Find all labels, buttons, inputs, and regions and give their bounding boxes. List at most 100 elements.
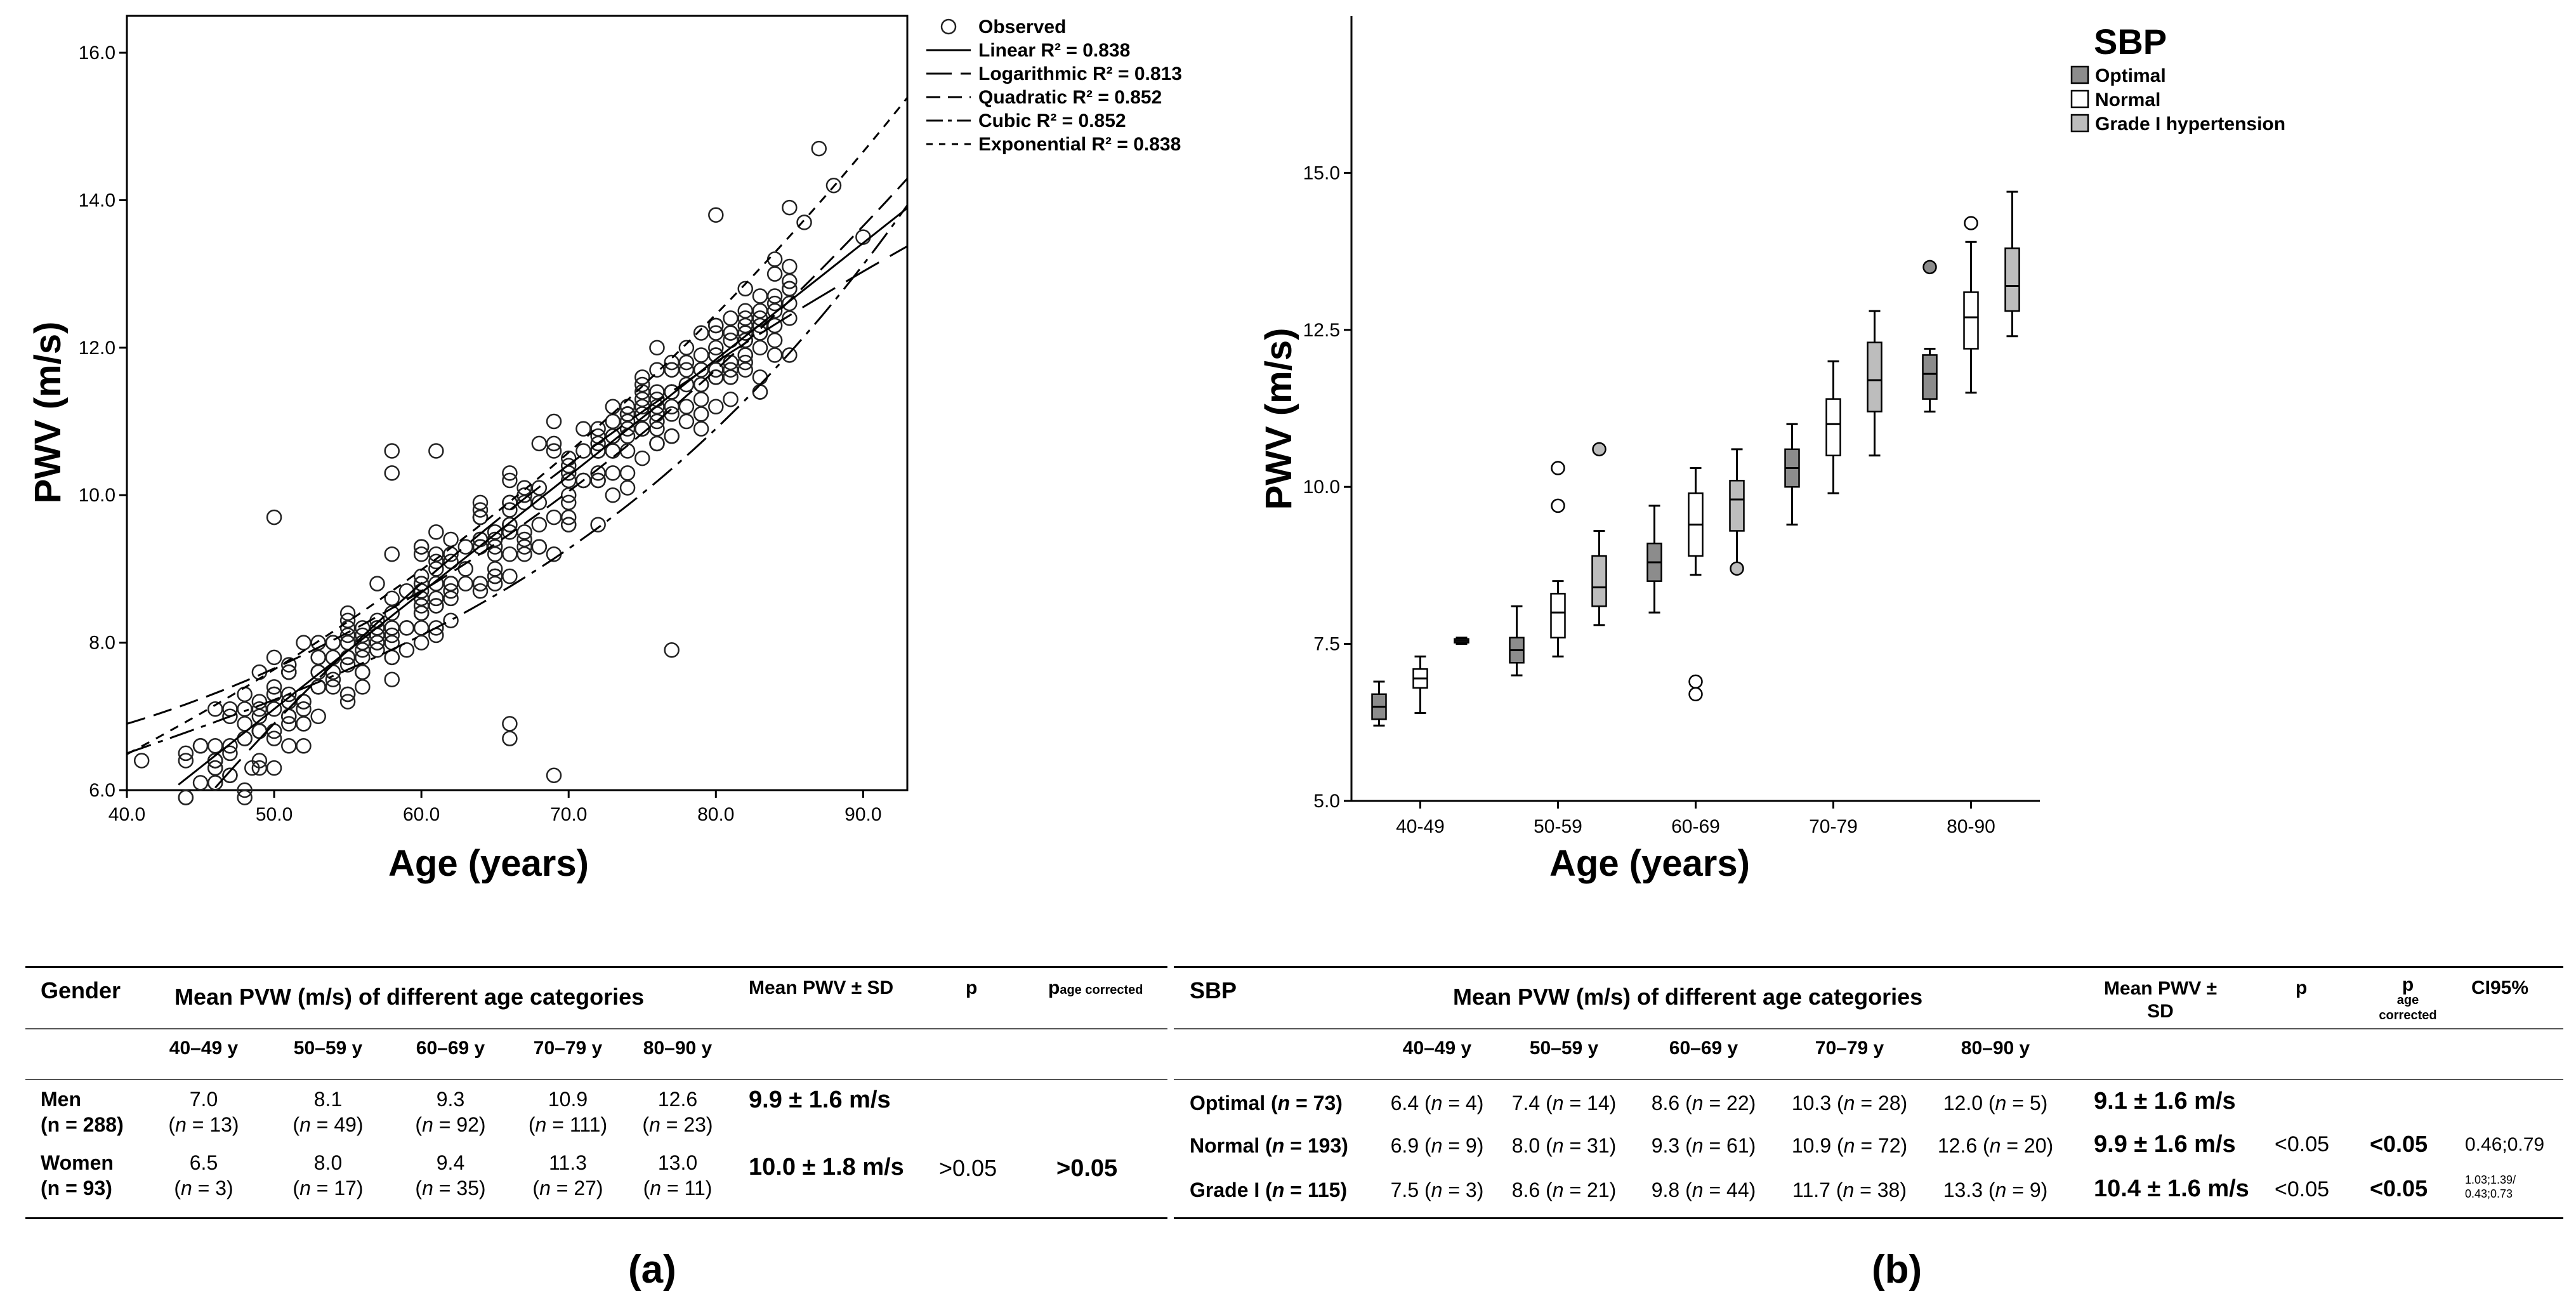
observed-point	[590, 435, 606, 452]
observed-point	[222, 767, 238, 784]
observed-point	[237, 701, 253, 717]
observed-point	[590, 517, 606, 532]
table-b-cell: 12.6 (n = 20)	[1937, 1134, 2054, 1157]
observed-point	[222, 745, 238, 762]
observed-point	[472, 583, 489, 599]
observed-point	[693, 391, 709, 407]
observed-point	[619, 465, 636, 481]
table-b-cell: 10.3 (n = 28)	[1791, 1092, 1908, 1114]
observed-point	[708, 317, 724, 334]
x-tick-label: 60-69	[1671, 816, 1720, 837]
linear-fit-line	[178, 207, 908, 786]
observed-point	[796, 215, 812, 230]
legend-swatch	[2070, 65, 2089, 84]
observed-point	[546, 413, 562, 430]
outlier-point	[1922, 260, 1937, 275]
table-a-col-2: 50–59 y	[293, 1038, 363, 1059]
observed-point	[693, 325, 709, 341]
x-tick-label: 80.0	[697, 804, 734, 825]
table-b-row-optimal: Optimal (n = 73)	[1190, 1092, 1343, 1114]
x-tick-label: 90.0	[844, 804, 881, 825]
observed-point	[502, 472, 518, 489]
table-a-col-3: 60–69 y	[416, 1038, 485, 1059]
outlier-point	[1592, 442, 1607, 457]
observed-point	[605, 487, 621, 503]
observed-point	[502, 465, 518, 481]
observed-point	[339, 657, 356, 673]
table-b-cell: 10.9 (n = 72)	[1791, 1134, 1908, 1157]
x-axis-label: Age (years)	[388, 843, 589, 884]
box	[1729, 480, 1745, 532]
observed-point	[207, 701, 223, 717]
legend-swatch	[2070, 114, 2089, 133]
observed-point	[281, 716, 297, 732]
y-tick-label: 7.5	[1313, 634, 1340, 655]
box	[1550, 593, 1566, 638]
observed-point	[678, 340, 695, 356]
y-tick-label: 15.0	[1303, 162, 1340, 183]
observed-point	[178, 753, 194, 769]
outlier-point	[1730, 561, 1744, 576]
x-tick-label: 70-79	[1809, 816, 1858, 837]
observed-point	[472, 502, 489, 518]
y-tick-label: 10.0	[1303, 477, 1340, 498]
observed-point	[825, 177, 842, 194]
observed-point	[678, 376, 695, 393]
table-a-cell: 8.0 (n = 17)	[292, 1151, 364, 1199]
observed-point	[251, 760, 268, 776]
observed-point	[472, 509, 489, 525]
legend-title: SBP	[2094, 22, 2167, 62]
table-a-cell: 7.0 (n = 13)	[168, 1088, 239, 1136]
observed-point	[664, 642, 680, 658]
observed-point	[693, 347, 709, 363]
table-a-header-mean: Mean PWV ± SD	[749, 977, 894, 998]
table-b-cell: 6.4 (n = 4)	[1390, 1092, 1484, 1114]
table-a-mean: 9.9 ± 1.6 m/s	[749, 1087, 891, 1113]
observed-point	[693, 421, 709, 437]
observed-point	[737, 310, 753, 326]
table-b-mean: 9.9 ± 1.6 m/s	[2094, 1131, 2236, 1158]
box	[1454, 638, 1469, 644]
x-tick-label: 60.0	[403, 804, 440, 825]
box	[1784, 448, 1800, 488]
outlier-point	[1551, 498, 1565, 513]
x-axis-label-b: Age (years)	[1549, 843, 1750, 884]
table-a-header-group: Mean PVW (m/s) of different age categori…	[174, 984, 645, 1010]
table-b-header-group: Mean PVW (m/s) of different age categori…	[1453, 984, 1923, 1010]
observed-point	[737, 347, 753, 363]
outlier-point	[1688, 687, 1703, 702]
observed-point	[443, 531, 459, 548]
observed-point	[766, 332, 783, 348]
y-tick-label: 6.0	[89, 780, 115, 801]
observed-point	[178, 745, 194, 762]
observed-point	[782, 295, 798, 312]
observed-point	[384, 443, 400, 459]
observed-point	[237, 686, 253, 703]
table-b-header-first: SBP	[1190, 977, 1237, 1003]
observed-point	[723, 391, 739, 407]
table-b-cell: 11.7 (n = 38)	[1792, 1179, 1907, 1201]
observed-point	[605, 413, 621, 430]
observed-point	[782, 274, 798, 289]
panel-label-b: (b)	[1872, 1248, 1922, 1292]
table-b-col-5: 80–90 y	[1961, 1038, 2030, 1059]
table-b-col-4: 70–79 y	[1815, 1038, 1884, 1059]
table-a-mean: 10.0 ± 1.8 m/s	[749, 1154, 904, 1180]
observed-point	[369, 576, 385, 591]
observed-point	[384, 546, 400, 562]
table-b-row-grade1: Grade I (n = 115)	[1190, 1179, 1348, 1201]
observed-point	[516, 480, 532, 496]
table-a-cell: 9.3 (n = 92)	[415, 1088, 486, 1136]
observed-point	[339, 686, 356, 703]
observed-point	[531, 539, 548, 555]
table-a-cell: 12.6 (n = 23)	[642, 1088, 713, 1136]
observed-point	[605, 465, 621, 481]
legend-symbol	[940, 18, 957, 35]
cubic-fit-line	[126, 204, 909, 755]
observed-point	[678, 399, 695, 415]
table-a-cell: 8.1 (n = 49)	[292, 1088, 364, 1136]
table-a-header-pac: page corrected	[1048, 977, 1143, 998]
box	[1412, 668, 1428, 689]
observed-point	[560, 487, 577, 503]
observed-point	[782, 199, 798, 216]
